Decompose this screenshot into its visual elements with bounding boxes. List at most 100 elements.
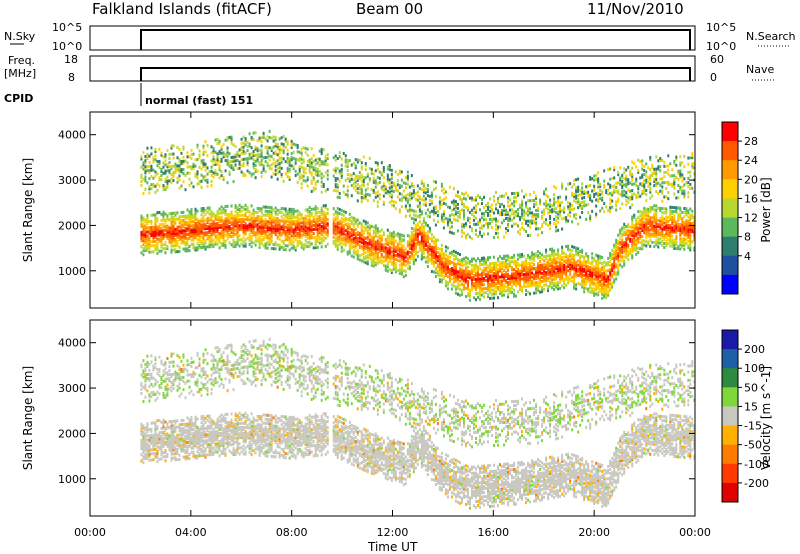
power-cell <box>210 232 213 236</box>
power-cell <box>180 227 183 231</box>
power-cell <box>633 240 636 244</box>
power-cell <box>266 213 269 217</box>
power-cell <box>486 293 489 297</box>
power-cell <box>264 232 267 236</box>
power-cell <box>625 239 628 243</box>
power-cell <box>236 226 239 230</box>
power-cell <box>605 290 608 294</box>
power-cell <box>274 228 277 232</box>
power-cell <box>156 211 159 215</box>
power-cell <box>252 233 255 237</box>
power-cell <box>663 221 666 225</box>
power-cell <box>306 222 309 226</box>
power-cell <box>296 233 299 237</box>
power-cell <box>298 221 301 225</box>
power-cell <box>635 246 638 250</box>
power-cell <box>649 222 652 226</box>
power-cell <box>639 234 642 238</box>
power-cell <box>410 253 413 257</box>
power-cell <box>198 240 201 244</box>
power-cell <box>623 241 626 245</box>
power-cell <box>284 221 287 225</box>
power-cell <box>196 229 199 233</box>
power-cell <box>222 227 225 231</box>
power-cell <box>527 274 530 278</box>
power-cell <box>282 207 285 211</box>
power-cell <box>168 169 171 173</box>
power-cell <box>228 216 231 220</box>
power-cell <box>248 132 251 136</box>
power-cell <box>398 192 401 196</box>
power-cell <box>286 148 289 152</box>
power-cell <box>176 164 179 168</box>
power-cell <box>372 239 375 243</box>
power-cell <box>424 201 427 205</box>
power-cell <box>210 243 213 247</box>
power-cell <box>537 262 540 266</box>
power-cell <box>631 237 634 241</box>
power-cell <box>276 212 279 216</box>
power-cell <box>515 272 518 276</box>
power-cell <box>545 264 548 268</box>
power-cell <box>450 208 453 212</box>
power-cell <box>376 251 379 255</box>
nsky-trace <box>140 29 691 50</box>
power-cell <box>220 209 223 213</box>
power-cell <box>260 229 263 233</box>
power-cell <box>158 231 161 235</box>
power-cell <box>156 241 159 245</box>
power-cell <box>290 145 293 149</box>
power-cell <box>344 235 347 239</box>
power-cell <box>615 271 618 275</box>
power-cell <box>202 217 205 221</box>
power-cell <box>264 230 267 234</box>
power-cell <box>595 272 598 276</box>
power-cell <box>174 221 177 225</box>
power-cell <box>529 263 532 267</box>
power-cell <box>412 237 415 241</box>
power-cell <box>262 221 265 225</box>
power-cell <box>360 253 363 257</box>
power-cell <box>370 253 373 257</box>
power-cell <box>190 220 193 224</box>
power-cell <box>474 287 477 291</box>
power-cell <box>278 162 281 166</box>
power-cell <box>352 231 355 235</box>
power-cell <box>436 214 439 218</box>
power-cell <box>252 229 255 233</box>
power-cell <box>192 166 195 170</box>
power-cell <box>547 278 550 282</box>
power-cell <box>376 176 379 180</box>
power-cell <box>336 167 339 171</box>
power-cell <box>290 220 293 224</box>
power-cell <box>366 192 369 196</box>
power-cell <box>653 220 656 224</box>
power-cell <box>186 228 189 232</box>
power-cell <box>466 279 469 283</box>
power-cell <box>585 264 588 268</box>
power-cell <box>278 245 281 249</box>
power-cell <box>677 228 680 232</box>
power-cell <box>482 283 485 287</box>
power-cell <box>605 279 608 283</box>
power-cell <box>579 254 582 258</box>
power-cell <box>685 207 688 211</box>
power-cell <box>490 266 493 270</box>
power-cell <box>551 282 554 286</box>
power-cell <box>454 267 457 271</box>
power-cell <box>446 287 449 291</box>
power-cell <box>278 210 281 214</box>
power-cell <box>254 131 257 135</box>
power-cell <box>597 276 600 280</box>
power-cell <box>358 258 361 262</box>
power-cell <box>356 249 359 253</box>
power-cell <box>230 204 233 208</box>
power-cell <box>302 243 305 247</box>
power-cell <box>360 226 363 230</box>
power-cell <box>452 270 455 274</box>
power-cell <box>669 232 672 236</box>
power-cell <box>659 227 662 231</box>
power-cell <box>611 252 614 256</box>
power-cell <box>432 264 435 268</box>
power-cell <box>609 251 612 255</box>
